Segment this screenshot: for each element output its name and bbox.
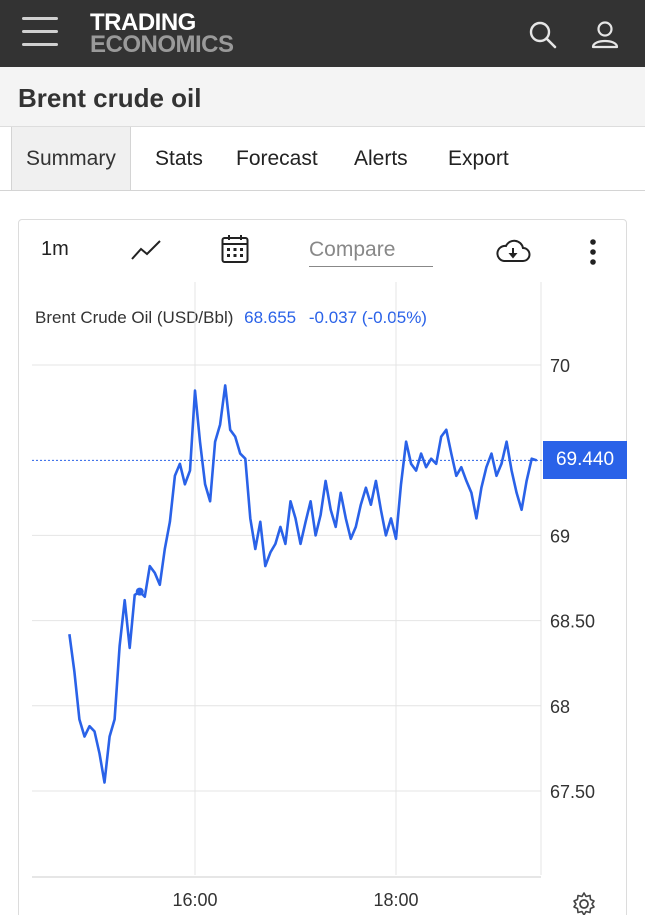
settings-gear-icon[interactable] <box>571 891 597 915</box>
search-icon[interactable] <box>528 20 558 50</box>
legend-series-name: Brent Crude Oil (USD/Bbl) <box>35 308 234 327</box>
legend-change: -0.037 (-0.05%) <box>308 308 427 327</box>
compare-input[interactable] <box>309 234 433 267</box>
logo[interactable]: TRADING ECONOMICS <box>90 9 234 58</box>
y-tick-label: 68.50 <box>550 612 595 632</box>
logo-line-2: ECONOMICS <box>90 31 234 58</box>
tab-bar: Summary Stats Forecast Alerts Export <box>0 127 645 191</box>
price-chart[interactable]: 70 69 68.50 68 67.50 16:00 18:00 <box>19 220 626 915</box>
range-1m-button[interactable]: 1m <box>41 238 69 260</box>
more-vertical-icon[interactable] <box>589 238 597 266</box>
legend-value: 68.655 <box>244 308 297 327</box>
top-navigation-bar: TRADING ECONOMICS <box>0 0 645 67</box>
logo-line-1: TRADING <box>90 9 196 36</box>
y-tick-label: 67.50 <box>550 782 595 802</box>
y-tick-label: 70 <box>550 356 570 376</box>
tab-summary[interactable]: Summary <box>11 127 131 190</box>
x-tick-label: 18:00 <box>373 890 418 910</box>
series-line-brent <box>68 384 538 784</box>
chart-legend: Brent Crude Oil (USD/Bbl) 68.655 -0.037 … <box>35 308 427 328</box>
y-tick-label: 69 <box>550 526 570 546</box>
current-price-badge: 69.440 <box>543 441 627 480</box>
title-bar: Brent crude oil <box>0 67 645 127</box>
y-tick-label: 68 <box>550 697 570 717</box>
tab-forecast[interactable]: Forecast <box>236 147 318 170</box>
chart-card: 1m Brent Crude Oil (USD/Bbl) 68.655 -0.0… <box>18 219 627 915</box>
tab-stats[interactable]: Stats <box>155 147 203 170</box>
tab-alerts[interactable]: Alerts <box>354 147 408 170</box>
series-marker <box>135 587 144 596</box>
page-title: Brent crude oil <box>18 83 202 113</box>
user-icon[interactable] <box>590 20 620 50</box>
tab-export[interactable]: Export <box>448 147 509 170</box>
download-cloud-icon[interactable] <box>495 238 531 264</box>
calendar-icon[interactable] <box>221 234 249 264</box>
line-chart-icon[interactable] <box>131 238 161 262</box>
x-tick-label: 16:00 <box>172 890 217 910</box>
menu-icon[interactable] <box>22 17 58 47</box>
